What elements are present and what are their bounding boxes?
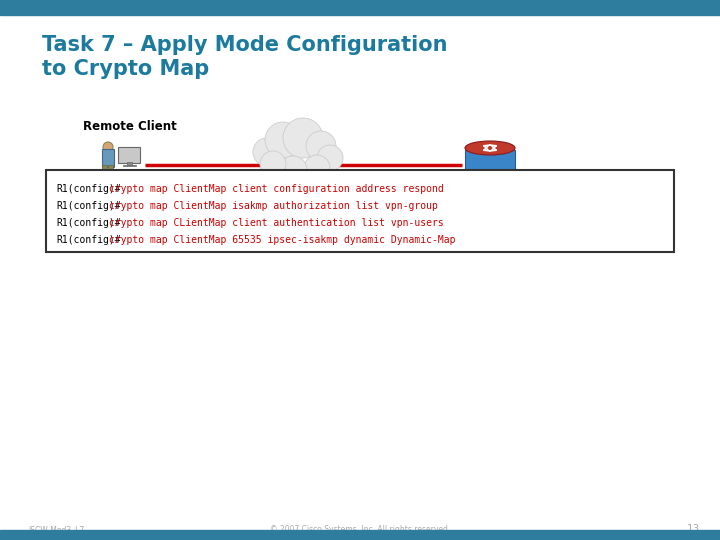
- Text: R1(config)#: R1(config)#: [56, 184, 121, 194]
- Ellipse shape: [465, 141, 515, 155]
- Circle shape: [306, 131, 336, 161]
- Ellipse shape: [465, 174, 515, 186]
- Circle shape: [265, 122, 301, 158]
- Circle shape: [260, 151, 286, 177]
- Circle shape: [304, 155, 330, 181]
- FancyBboxPatch shape: [102, 149, 114, 167]
- Text: © 2007 Cisco Systems, Inc. All rights reserved.: © 2007 Cisco Systems, Inc. All rights re…: [270, 525, 450, 534]
- Text: R1(config)#: R1(config)#: [56, 235, 121, 245]
- Circle shape: [279, 156, 307, 184]
- Circle shape: [283, 118, 323, 158]
- Text: ISCW-Mod3_L7: ISCW-Mod3_L7: [28, 525, 84, 534]
- FancyBboxPatch shape: [46, 170, 674, 252]
- Bar: [0, 530, 720, 540]
- Text: 13: 13: [687, 524, 700, 534]
- Bar: [102, 165, 107, 175]
- Text: crypto map ClientMap client configuration address respond: crypto map ClientMap client configuratio…: [103, 184, 444, 194]
- Bar: [127, 162, 132, 165]
- Text: crypto map ClientMap isakmp authorization list vpn-group: crypto map ClientMap isakmp authorizatio…: [103, 201, 438, 211]
- Bar: [123, 165, 136, 166]
- Text: Task 7 – Apply Mode Configuration: Task 7 – Apply Mode Configuration: [42, 35, 448, 55]
- Bar: [465, 150, 515, 180]
- Circle shape: [317, 145, 343, 171]
- Text: to Crypto Map: to Crypto Map: [42, 59, 210, 79]
- Text: crypto map CLientMap client authentication list vpn-users: crypto map CLientMap client authenticati…: [103, 218, 444, 228]
- Bar: [465, 148, 515, 182]
- Text: crypto map ClientMap 65535 ipsec-isakmp dynamic Dynamic-Map: crypto map ClientMap 65535 ipsec-isakmp …: [103, 235, 456, 245]
- FancyBboxPatch shape: [118, 147, 140, 163]
- Bar: [108, 165, 113, 175]
- Text: R1(config)#: R1(config)#: [56, 218, 121, 228]
- Bar: [0, 0, 720, 15]
- Text: Remote Client: Remote Client: [83, 120, 177, 133]
- Circle shape: [253, 138, 281, 166]
- Text: R1: R1: [482, 192, 498, 205]
- Text: R1(config)#: R1(config)#: [56, 201, 121, 211]
- Circle shape: [103, 142, 113, 152]
